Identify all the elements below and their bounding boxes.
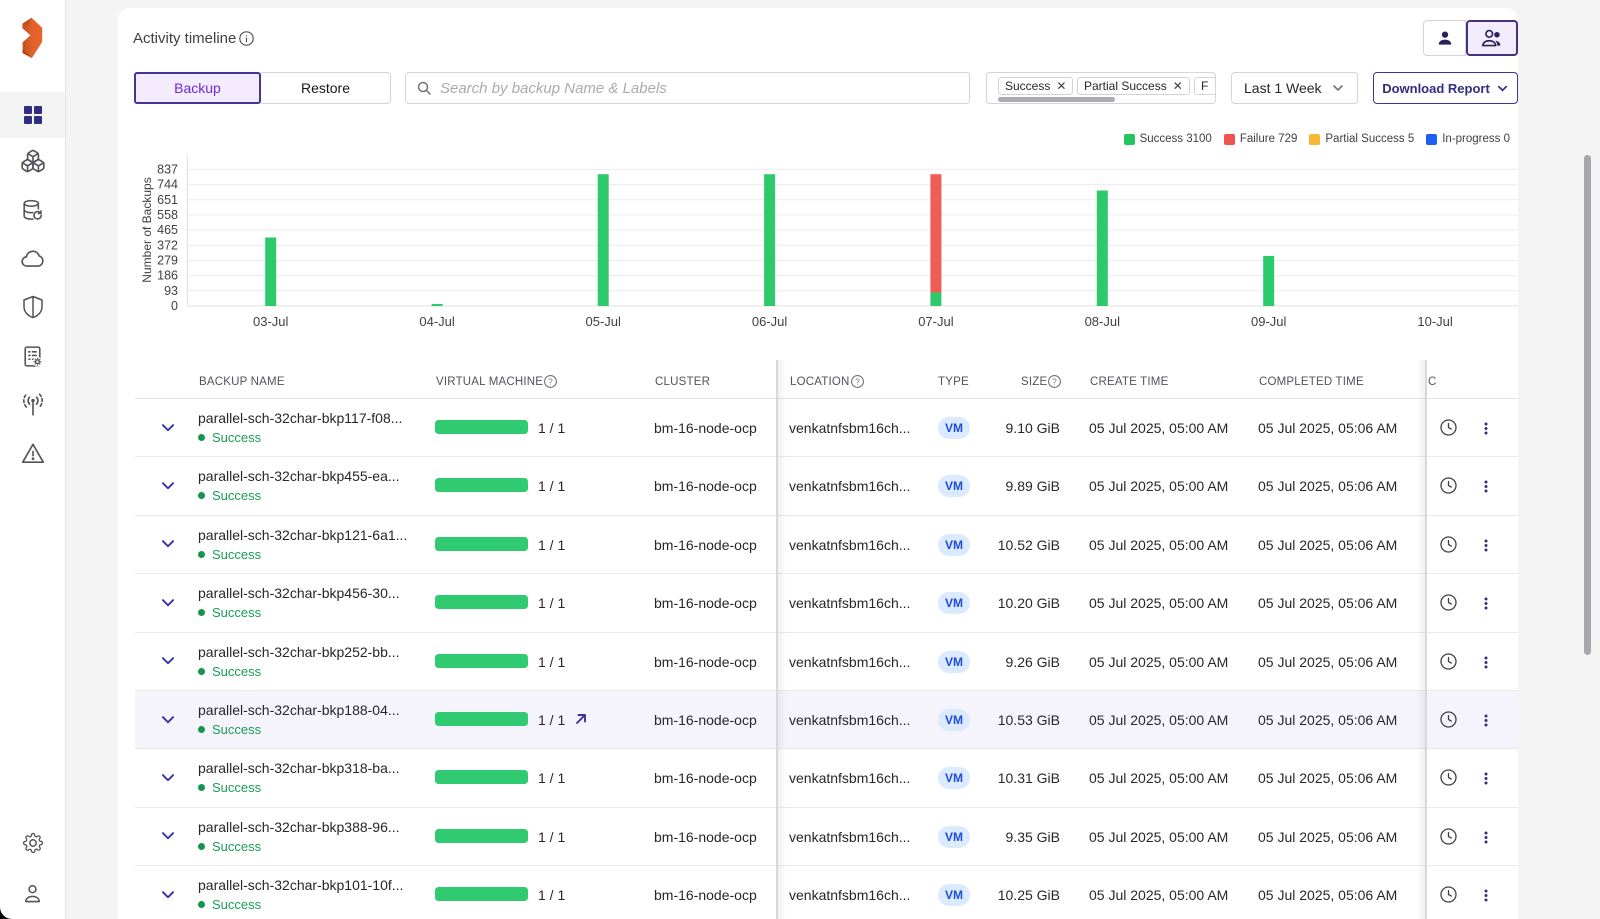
svg-text:465: 465 bbox=[157, 223, 178, 237]
svg-text:03-Jul: 03-Jul bbox=[253, 314, 289, 329]
svg-text:279: 279 bbox=[157, 254, 178, 268]
svg-text:0: 0 bbox=[171, 299, 178, 313]
svg-text:?: ? bbox=[855, 377, 860, 386]
svg-text:186: 186 bbox=[157, 269, 178, 283]
svg-text:07-Jul: 07-Jul bbox=[918, 314, 954, 329]
svg-text:837: 837 bbox=[157, 162, 178, 176]
svg-text:93: 93 bbox=[164, 284, 178, 298]
svg-text:?: ? bbox=[548, 377, 553, 386]
svg-text:651: 651 bbox=[157, 193, 178, 207]
svg-text:372: 372 bbox=[157, 238, 178, 252]
svg-text:05-Jul: 05-Jul bbox=[585, 314, 621, 329]
svg-text:04-Jul: 04-Jul bbox=[419, 314, 455, 329]
svg-text:558: 558 bbox=[157, 208, 178, 222]
svg-text:Number of Backups: Number of Backups bbox=[140, 177, 154, 282]
svg-text:744: 744 bbox=[157, 178, 178, 192]
svg-text:10-Jul: 10-Jul bbox=[1417, 314, 1453, 329]
svg-text:08-Jul: 08-Jul bbox=[1085, 314, 1121, 329]
svg-text:06-Jul: 06-Jul bbox=[752, 314, 788, 329]
svg-text:?: ? bbox=[1052, 377, 1057, 386]
svg-text:09-Jul: 09-Jul bbox=[1251, 314, 1287, 329]
